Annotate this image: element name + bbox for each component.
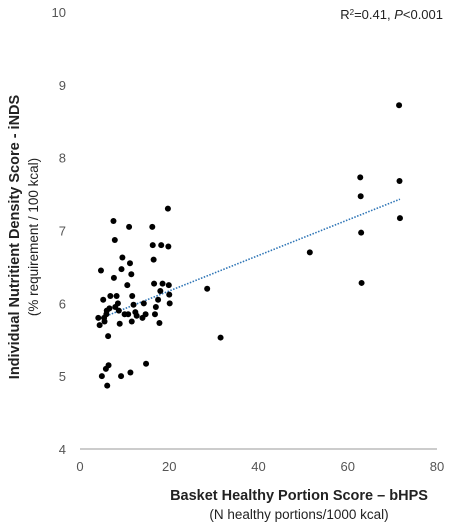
data-point	[151, 311, 158, 318]
y-tick-label: 4	[59, 442, 66, 457]
data-point	[96, 322, 103, 329]
data-point	[127, 369, 134, 376]
data-point	[357, 174, 364, 181]
data-point	[98, 373, 105, 380]
data-point	[165, 243, 172, 250]
data-point	[166, 300, 173, 307]
y-tick-label: 7	[59, 224, 66, 239]
data-points	[95, 102, 403, 389]
data-point	[152, 303, 159, 310]
data-point	[130, 301, 137, 308]
x-axis-label: Basket Healthy Portion Score – bHPS	[170, 488, 428, 504]
y-tick-labels: 4 5 6 7 8 9 10	[52, 5, 66, 457]
data-point	[143, 360, 150, 367]
data-point	[107, 293, 114, 300]
data-point	[118, 373, 125, 380]
data-point	[164, 205, 171, 212]
x-tick-label: 40	[251, 459, 265, 474]
x-tick-label: 60	[341, 459, 355, 474]
data-point	[100, 296, 107, 303]
data-point	[156, 319, 163, 326]
trendline	[97, 198, 401, 321]
data-point	[113, 293, 120, 300]
data-point	[151, 280, 158, 287]
data-point	[149, 223, 156, 230]
data-point	[396, 215, 403, 222]
data-point	[111, 236, 118, 243]
data-point	[159, 280, 166, 287]
data-point	[157, 287, 164, 294]
data-point	[396, 102, 403, 109]
y-axis-label: Individual Nutritient Density Score - iN…	[7, 94, 23, 379]
data-point	[306, 249, 313, 256]
x-axis-sublabel: (N healthy portions/1000 kcal)	[209, 507, 388, 522]
data-point	[101, 314, 108, 321]
data-point	[129, 293, 136, 300]
data-point	[396, 177, 403, 184]
data-point	[128, 318, 135, 325]
data-point	[124, 282, 131, 289]
data-point	[357, 193, 364, 200]
data-point	[105, 333, 112, 340]
x-tick-label: 20	[162, 459, 176, 474]
data-point	[165, 282, 172, 289]
data-point	[110, 218, 117, 225]
data-point	[204, 285, 211, 292]
data-point	[126, 223, 133, 230]
y-axis-sublabel: (% requirement / 100 kcal)	[26, 158, 41, 316]
data-point	[155, 296, 162, 303]
data-point	[95, 314, 102, 321]
data-point	[116, 320, 123, 327]
data-point	[114, 300, 121, 307]
data-point	[125, 311, 132, 318]
data-point	[126, 260, 133, 267]
y-tick-label: 6	[59, 296, 66, 311]
r2-annotation: R2=0.41, P<0.001	[340, 7, 443, 22]
y-tick-label: 10	[52, 5, 66, 20]
data-point	[166, 291, 173, 298]
data-point	[142, 311, 149, 318]
data-point	[103, 307, 110, 314]
data-point	[140, 300, 147, 307]
x-tick-label: 0	[76, 459, 83, 474]
data-point	[358, 279, 365, 286]
data-point	[110, 274, 117, 281]
y-tick-label: 5	[59, 369, 66, 384]
data-point	[97, 267, 104, 274]
data-point	[115, 307, 122, 314]
x-tick-labels: 0 20 40 60 80	[76, 459, 444, 474]
x-tick-label: 80	[430, 459, 444, 474]
data-point	[158, 242, 165, 249]
data-point	[118, 266, 125, 273]
data-point	[133, 312, 140, 319]
data-point	[104, 382, 111, 389]
data-point	[358, 229, 365, 236]
y-tick-label: 8	[59, 151, 66, 166]
data-point	[119, 254, 126, 261]
data-point	[217, 334, 224, 341]
data-point	[105, 362, 112, 369]
data-point	[128, 271, 135, 278]
y-tick-label: 9	[59, 78, 66, 93]
data-point	[149, 242, 156, 249]
data-point	[150, 256, 157, 263]
